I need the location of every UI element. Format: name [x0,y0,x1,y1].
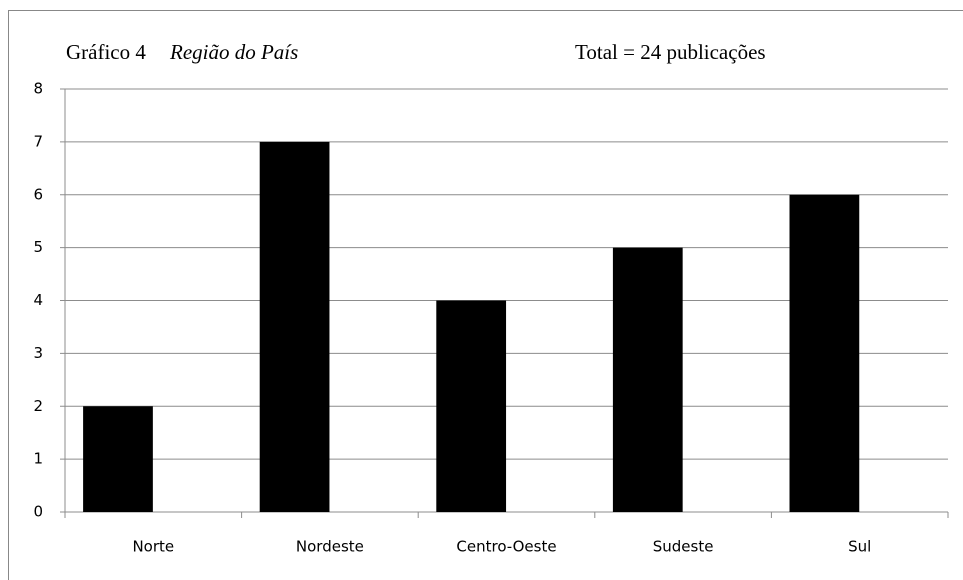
y-tick-label: 3 [33,344,43,362]
x-tick-label: Sul [848,538,871,556]
y-tick-label: 1 [33,450,43,468]
x-tick-label: Centro-Oeste [456,538,556,556]
bar [612,247,683,512]
annotation: Total = 24 publicações [575,40,766,64]
bar [83,406,153,512]
y-tick-label: 4 [33,291,43,309]
x-tick-label: Nordeste [296,538,364,556]
y-tick-label: 5 [33,238,43,256]
bar [436,300,507,512]
y-tick-label: 2 [33,397,43,415]
y-tick-label: 0 [33,503,43,521]
bar [789,194,860,512]
x-tick-label: Sudeste [653,538,714,556]
y-tick-label: 7 [33,132,43,150]
y-tick-label: 8 [33,80,43,98]
y-tick-label: 6 [33,185,43,203]
chart-subtitle: Região do País [169,40,298,64]
bar [259,141,330,512]
x-tick-label: Norte [132,538,174,556]
chart-title: Gráfico 4 [66,40,146,64]
